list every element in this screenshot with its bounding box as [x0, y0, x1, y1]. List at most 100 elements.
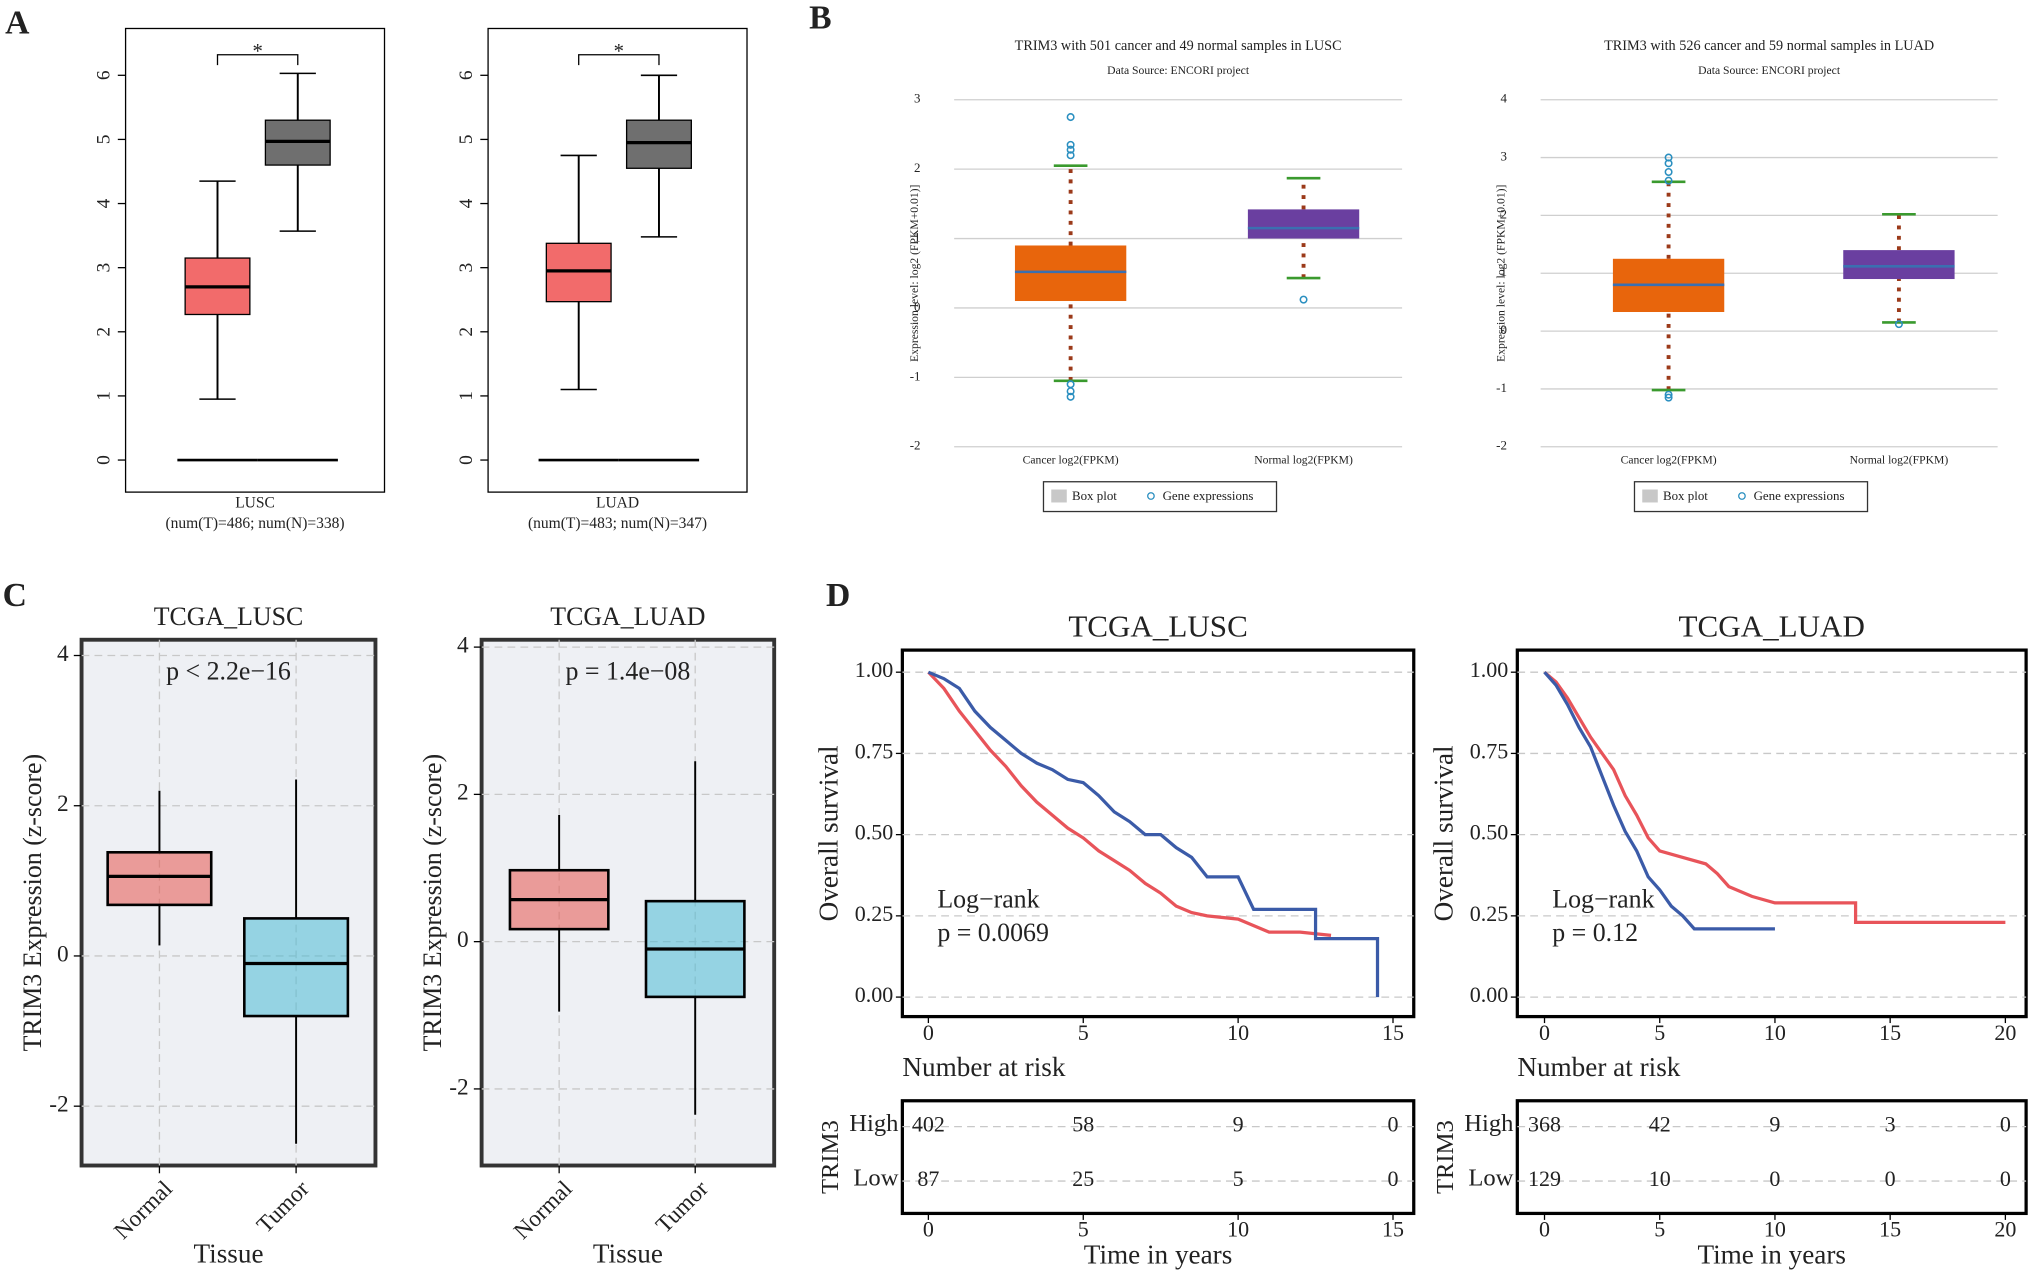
y-label: Expression level: log2 (FPKM+0.01)]	[908, 184, 921, 361]
y-tick-label: 0.00	[855, 982, 893, 1007]
x-sublabel: (num(T)=486; num(N)=338)	[166, 515, 345, 532]
risk-value: 25	[1072, 1166, 1094, 1191]
significance-label: *	[614, 41, 624, 63]
y-tick-label: 4	[456, 198, 477, 208]
risk-value: 87	[917, 1166, 939, 1191]
y-tick-label: 4	[1500, 91, 1507, 106]
chart-title: TCGA_LUAD	[1679, 608, 1865, 643]
y-tick-label: 0	[57, 941, 69, 967]
box	[1843, 250, 1955, 280]
y-tick-label: -1	[1496, 380, 1507, 395]
y-tick-label: -2	[449, 1074, 468, 1100]
y-tick-label: 4	[457, 632, 469, 658]
y-tick-label: 2	[914, 160, 920, 175]
x-tick-label: Normal	[109, 1176, 178, 1245]
x-tick-label: Tumor	[651, 1176, 714, 1239]
x-tick-label: Normal log2(FPKM)	[1254, 454, 1353, 467]
survival-curve	[927, 670, 1380, 998]
x-tick-label: Normal log2(FPKM)	[1850, 454, 1949, 467]
legend-label: Box plot	[1663, 488, 1708, 503]
outlier	[1664, 390, 1673, 399]
x-label: LUAD	[596, 494, 639, 511]
x-tick-label: 5	[1078, 1020, 1089, 1045]
legend-label: Gene expressions	[1163, 488, 1254, 503]
risk-frame	[900, 1099, 1416, 1216]
legend-label: Gene expressions	[1754, 488, 1845, 503]
risk-value: 0	[1885, 1166, 1896, 1191]
x-tick-label: 5	[1654, 1217, 1665, 1242]
x-tick-label: Normal	[509, 1176, 578, 1245]
risk-value: 42	[1649, 1112, 1671, 1137]
survival-curve	[927, 671, 1332, 937]
y-tick-label: 6	[93, 70, 114, 80]
y-tick-label: -1	[910, 368, 921, 383]
survival-curve	[1543, 670, 2006, 924]
y-tick-label: 0	[1500, 322, 1506, 337]
y-tick-label: 1	[914, 230, 920, 245]
risk-row-label: High	[849, 1110, 898, 1137]
chart-title: TCGA_LUSC	[154, 602, 303, 631]
risk-value: 368	[1528, 1112, 1561, 1137]
legend-marker	[1738, 492, 1746, 500]
legend-marker	[1147, 492, 1155, 500]
risk-value: 5	[1233, 1166, 1244, 1191]
outlier	[1299, 295, 1308, 304]
survival-curve	[1543, 671, 1775, 931]
x-label: Tissue	[593, 1238, 663, 1268]
x-tick-label: 0	[923, 1217, 934, 1242]
risk-value: 402	[912, 1112, 945, 1137]
x-tick-label: 5	[1654, 1020, 1665, 1045]
x-label: Tissue	[193, 1238, 263, 1268]
x-tick-label: 20	[1994, 1020, 2016, 1045]
y-tick-label: 2	[93, 327, 114, 337]
y-tick-label: 0	[914, 299, 920, 314]
outlier	[1664, 168, 1673, 177]
x-tick-label: Cancer log2(FPKM)	[1621, 454, 1717, 467]
annotation: p = 1.4e−08	[566, 656, 691, 685]
x-tick-label: 0	[1539, 1217, 1550, 1242]
x-tick-label: 10	[1227, 1217, 1249, 1242]
panel-label: D	[826, 577, 850, 614]
y-tick-label: 0.25	[855, 901, 893, 926]
box	[106, 851, 213, 907]
box	[1014, 245, 1127, 302]
y-label: Expression level: log2 (FPKM+0.01)]	[1494, 184, 1507, 361]
legend-swatch	[1051, 489, 1067, 503]
y-tick-label: 4	[57, 641, 69, 667]
y-label: TRIM3 Expression (z-score)	[418, 754, 447, 1052]
plot-frame	[487, 27, 748, 493]
x-tick-label: 0	[1539, 1020, 1550, 1045]
annotation: p = 0.0069	[937, 918, 1049, 947]
annotation: p = 0.12	[1552, 918, 1638, 947]
x-tick-label: 15	[1879, 1217, 1901, 1242]
risk-value: 0	[1769, 1166, 1780, 1191]
legend-box	[1633, 481, 1869, 513]
y-tick-label: 0.75	[855, 738, 893, 763]
risk-row-label: Low	[853, 1164, 898, 1191]
panel-label: C	[3, 577, 27, 614]
y-tick-label: 3	[1500, 149, 1506, 164]
y-tick-label: 5	[93, 135, 114, 145]
y-tick-label: 2	[456, 327, 477, 337]
y-label: Overall survival	[813, 745, 843, 921]
risk-row-label: High	[1464, 1110, 1513, 1137]
x-tick-label: 20	[1994, 1217, 2016, 1242]
risk-value: 10	[1649, 1166, 1671, 1191]
outlier	[1664, 176, 1673, 185]
significance-bracket	[216, 54, 299, 66]
box	[243, 917, 350, 1018]
outlier	[1664, 159, 1673, 168]
annotation: p < 2.2e−16	[166, 656, 291, 685]
x-tick-label: 10	[1764, 1020, 1786, 1045]
risk-value: 0	[1387, 1112, 1398, 1137]
chart-title: TRIM3 with 526 cancer and 59 normal samp…	[1604, 38, 1934, 54]
risk-value: 9	[1233, 1112, 1244, 1137]
outlier	[1066, 113, 1075, 122]
x-sublabel: (num(T)=483; num(N)=347)	[528, 515, 707, 532]
significance-bracket	[578, 54, 660, 66]
plot-frame	[124, 27, 386, 493]
legend-swatch	[1642, 489, 1658, 503]
x-tick-label: Cancer log2(FPKM)	[1023, 454, 1119, 467]
